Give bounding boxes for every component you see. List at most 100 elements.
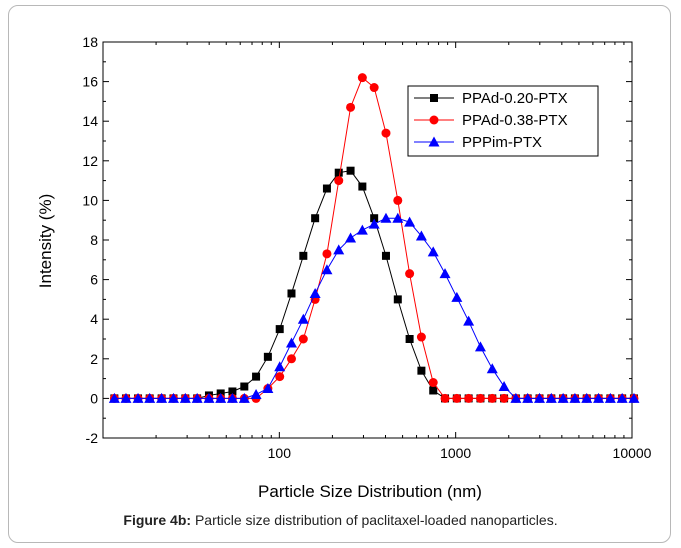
data-point [498, 381, 510, 392]
legend-label: PPAd-0.38-PTX [462, 112, 568, 129]
data-point [405, 269, 415, 279]
legend-marker [430, 94, 438, 102]
legend-label: PPAd-0.20-PTX [462, 90, 568, 107]
data-point [263, 352, 272, 361]
data-point [417, 366, 426, 375]
chart: -2 0 2 4 6 8 10 12 14 16 18 100 1000 10000 PPAd-0.20-… [36, 34, 652, 501]
data-point [369, 83, 379, 93]
y-tick-label: 8 [90, 232, 98, 248]
data-point [262, 383, 274, 393]
data-point [345, 232, 357, 243]
caption-label: Figure 4b: [123, 512, 192, 528]
data-point [144, 392, 156, 403]
x-tick-label: 1000 [440, 445, 471, 461]
data-point [429, 386, 438, 395]
data-point [321, 264, 333, 275]
data-point [356, 224, 368, 235]
data-point [416, 332, 426, 342]
series-1 [110, 166, 638, 403]
data-point [380, 212, 392, 223]
data-point [298, 334, 308, 344]
data-point [299, 251, 308, 260]
data-point [275, 325, 284, 334]
data-point [108, 392, 120, 403]
data-point [463, 315, 475, 326]
data-point [322, 249, 332, 259]
data-point [616, 392, 628, 403]
data-point [250, 388, 262, 399]
data-point [428, 378, 438, 388]
data-point [120, 392, 132, 403]
data-point [545, 392, 557, 403]
data-point [286, 354, 296, 364]
data-point [358, 182, 367, 191]
data-point [581, 392, 593, 403]
series-layer [108, 73, 640, 403]
data-point [557, 392, 569, 403]
data-point [475, 393, 485, 403]
data-point [240, 382, 249, 391]
data-point [439, 268, 451, 279]
y-tick-label: 0 [90, 390, 98, 406]
y-tick-label: 2 [90, 351, 98, 367]
data-point [156, 392, 168, 403]
data-point [309, 287, 321, 298]
data-point [427, 246, 439, 257]
data-point [392, 212, 404, 223]
data-point [285, 337, 297, 348]
x-tick-label: 100 [268, 445, 292, 461]
data-point [440, 393, 450, 403]
data-point [346, 166, 355, 175]
data-point [346, 102, 356, 112]
data-point [415, 230, 427, 241]
data-point [452, 393, 462, 403]
y-tick-label: 6 [90, 272, 98, 288]
data-point [252, 372, 261, 381]
data-point [533, 392, 545, 403]
x-tick-label: 10000 [613, 445, 652, 461]
data-point [370, 214, 379, 223]
data-point [333, 244, 345, 255]
data-point [167, 392, 179, 403]
legend-marker [428, 136, 440, 147]
data-point [238, 392, 250, 403]
caption-text: Particle size distribution of paclitaxel… [191, 512, 558, 528]
data-point [215, 392, 227, 403]
data-point [569, 392, 581, 403]
data-point [368, 218, 380, 229]
data-point [287, 289, 296, 298]
data-point [393, 295, 402, 304]
legend-label: PPPim-PTX [462, 134, 542, 151]
y-tick-label: 18 [82, 34, 98, 50]
data-point [451, 291, 463, 302]
data-point [404, 216, 416, 227]
data-point [274, 361, 286, 372]
data-point [132, 392, 144, 403]
data-point [393, 195, 403, 205]
data-point [405, 335, 414, 343]
data-point [334, 168, 343, 177]
series-line [114, 170, 634, 399]
data-point [510, 392, 522, 403]
data-point [311, 214, 320, 223]
y-tick-label: 12 [82, 153, 98, 169]
data-point [322, 184, 331, 193]
data-point [179, 392, 191, 403]
data-point [203, 392, 215, 403]
data-point [487, 393, 497, 403]
legend-marker [429, 115, 439, 125]
series-3 [108, 212, 640, 403]
data-point [604, 392, 616, 403]
figure-caption: Figure 4b: Particle size distribution of… [0, 512, 681, 528]
y-tick-label: 16 [82, 74, 98, 90]
data-point [628, 392, 640, 403]
data-point [464, 393, 474, 403]
data-point [593, 392, 605, 403]
series-line [114, 217, 634, 399]
data-point [522, 392, 534, 403]
data-point [297, 313, 309, 324]
y-tick-label: 4 [90, 311, 98, 327]
y-tick-label: 10 [82, 192, 98, 208]
y-tick-label: 14 [82, 113, 98, 129]
legend: PPAd-0.20-PTX PPAd-0.38-PTX PPPim-PTX [407, 85, 599, 157]
